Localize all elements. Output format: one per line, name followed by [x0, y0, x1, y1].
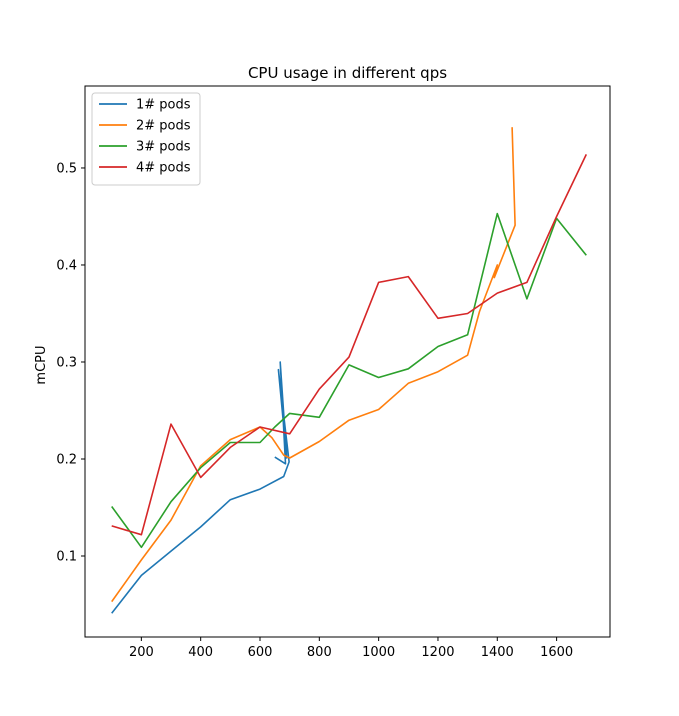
x-tick-label: 600: [248, 645, 273, 660]
series-line-2: [111, 127, 516, 603]
series-line-3: [111, 212, 587, 549]
chart-title: CPU usage in different qps: [248, 64, 447, 82]
y-tick-label: 0.2: [56, 452, 77, 467]
legend-label: 3# pods: [136, 140, 191, 155]
legend-label: 1# pods: [136, 98, 191, 113]
y-axis-label: mCPU: [34, 345, 49, 384]
x-axis-ticks: 200 400 600 800 1000 1200 1400 1600: [129, 637, 573, 660]
series-line-4: [111, 154, 588, 536]
legend-box: [91, 92, 201, 186]
x-tick-label: 800: [307, 645, 332, 660]
legend: 1# pods 2# pods 3# pods 4# pods: [91, 92, 201, 186]
y-tick-label: 0.3: [56, 355, 77, 370]
x-tick-label: 200: [129, 645, 154, 660]
y-tick-label: 0.4: [56, 258, 77, 273]
legend-label: 4# pods: [136, 161, 191, 176]
y-tick-label: 0.1: [56, 549, 77, 564]
x-tick-label: 1000: [362, 645, 395, 660]
series-line-1: [111, 361, 290, 614]
x-tick-label: 1400: [481, 645, 514, 660]
x-tick-label: 400: [188, 645, 213, 660]
x-tick-label: 1600: [540, 645, 573, 660]
plot-lines: [111, 127, 588, 614]
y-axis-ticks: 0.1 0.2 0.3 0.4 0.5: [56, 161, 85, 564]
y-tick-label: 0.5: [56, 161, 77, 176]
x-tick-label: 1200: [421, 645, 454, 660]
legend-label: 2# pods: [136, 119, 191, 134]
